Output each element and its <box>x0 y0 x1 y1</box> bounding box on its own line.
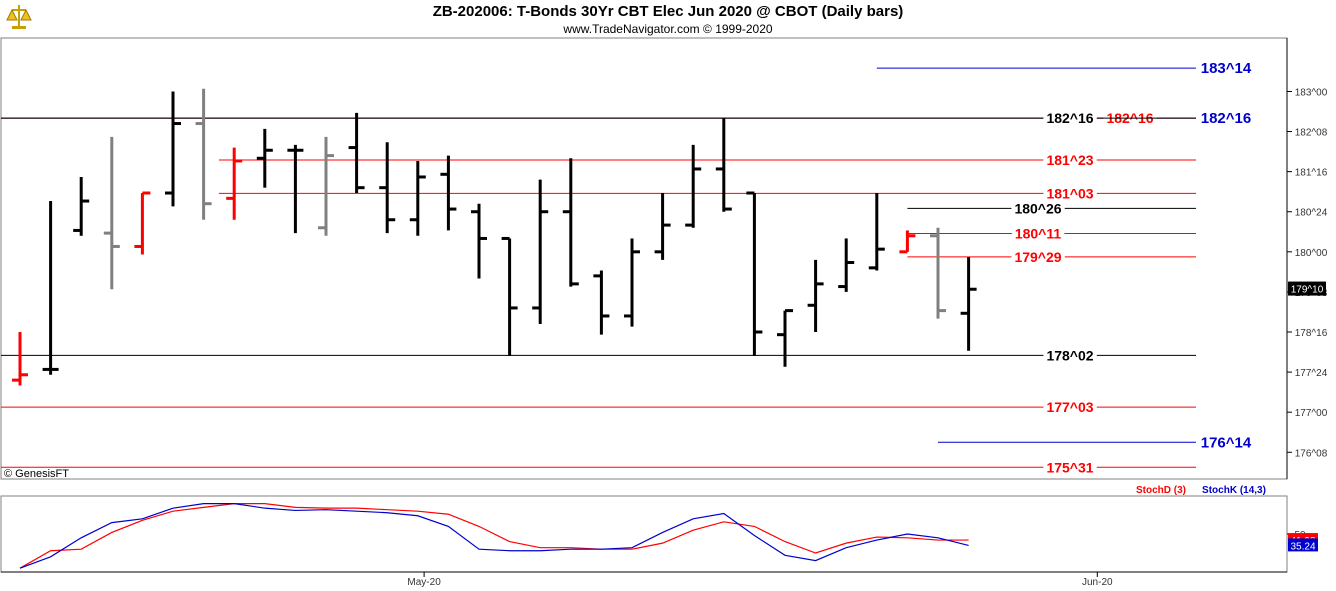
level-label-bg <box>1043 347 1097 364</box>
price-tick-label-0: 183^00 <box>1295 87 1328 98</box>
ohlc-bar-16 <box>501 236 518 357</box>
price-tick-label-4: 180^00 <box>1295 248 1328 259</box>
ohlc-bar-0 <box>12 332 28 386</box>
ohlc-bar-9 <box>287 144 304 234</box>
level-label-0: 183^14 <box>1201 60 1252 77</box>
stoch-series-0 <box>19 503 969 569</box>
ohlc-bar-21 <box>654 193 671 260</box>
horizontal-levels: 183^14182^16182^16182^16181^23181^03180^… <box>1 60 1255 476</box>
ohlc-bar-12 <box>379 142 396 234</box>
ohlc-bar-25 <box>777 309 793 367</box>
stoch-series-1 <box>19 503 969 569</box>
level-label-7: 180^11 <box>1015 225 1062 241</box>
legend-stochk: StochK (14,3) <box>1202 485 1266 496</box>
ohlc-bar-7 <box>226 147 243 220</box>
ohlc-bar-23 <box>715 118 732 212</box>
level-label-bg <box>1011 200 1065 217</box>
ohlc-bar-24 <box>746 191 763 357</box>
date-tick-label-1: Jun-20 <box>1082 577 1113 588</box>
level-label-bg <box>1011 248 1065 265</box>
level-label-bg <box>1043 399 1097 416</box>
ohlc-bar-26 <box>807 259 824 332</box>
level-label-bg <box>1043 151 1097 168</box>
ohlc-bar-28 <box>868 193 885 271</box>
ohlc-bar-27 <box>838 238 855 292</box>
level-label-11: 176^14 <box>1201 434 1252 451</box>
ohlc-bar-18 <box>562 158 579 287</box>
date-axis: May-20 Jun-20 <box>407 572 1113 588</box>
price-tick-label-9: 176^08 <box>1295 448 1328 459</box>
last-price-box <box>1288 281 1326 296</box>
level-label-1: 182^16 <box>1201 110 1251 127</box>
stochastic-lines: 5041.9835.24 <box>19 503 1318 569</box>
oscillator-panel-border <box>0 495 1288 573</box>
level-label-bg <box>1197 110 1255 128</box>
level-label-5: 181^03 <box>1046 185 1093 201</box>
ohlc-bar-30 <box>930 227 946 319</box>
osc-last-box-1 <box>1288 538 1318 552</box>
last-price-label: 179^10 <box>1291 285 1324 296</box>
ohlc-bar-6 <box>195 88 212 220</box>
trade-navigator-logo-icon <box>6 5 32 29</box>
ohlc-bar-2 <box>73 176 90 236</box>
level-label-6: 180^26 <box>1014 200 1061 216</box>
price-axis: 183^00182^08181^16180^24180^00179^08178^… <box>1287 87 1328 459</box>
ohlc-bar-17 <box>532 179 549 324</box>
ohlc-bar-8 <box>256 128 273 188</box>
price-tick-label-1: 182^08 <box>1295 128 1328 139</box>
ohlc-bar-22 <box>685 144 702 228</box>
price-bars <box>12 88 977 386</box>
price-tick-label-8: 177^00 <box>1295 408 1328 419</box>
level-label-bg <box>1197 60 1255 78</box>
price-tick-label-6: 178^16 <box>1295 328 1328 339</box>
level-label-bg <box>1011 225 1065 242</box>
ohlc-bar-3 <box>103 136 120 290</box>
stochastic-legend: StochD (3) StochK (14,3) <box>1136 485 1266 496</box>
ohlc-bar-4 <box>134 191 151 255</box>
ohlc-bar-31 <box>960 257 977 351</box>
ohlc-bar-15 <box>471 203 487 279</box>
ohlc-bar-5 <box>165 91 181 207</box>
level-label-4: 181^23 <box>1046 152 1093 168</box>
level-label-10: 177^03 <box>1046 399 1093 415</box>
ohlc-bar-20 <box>624 238 640 327</box>
level-label-9: 178^02 <box>1046 347 1093 363</box>
last-price-marker: 179^10 <box>1288 281 1326 296</box>
copyright-text: © GenesisFT <box>4 468 69 480</box>
level-label-12: 175^31 <box>1046 459 1093 475</box>
level-label-bg <box>1043 459 1097 476</box>
level-label-3: 182^16 <box>1046 110 1093 126</box>
date-tick-label-0: May-20 <box>407 577 441 588</box>
ohlc-bar-13 <box>409 160 426 236</box>
ohlc-bar-29 <box>899 230 916 254</box>
level-label-bg <box>1043 110 1097 127</box>
price-tick-label-7: 177^24 <box>1295 368 1328 379</box>
chart-title: ZB-202006: T-Bonds 30Yr CBT Elec Jun 202… <box>432 3 904 20</box>
ohlc-bar-11 <box>348 112 365 194</box>
level-label-bg <box>1197 434 1255 452</box>
ohlc-bar-1 <box>42 201 59 375</box>
ohlc-bar-14 <box>440 155 457 231</box>
chart-subtitle: www.TradeNavigator.com © 1999-2020 <box>563 22 773 36</box>
osc-last-label-1: 35.24 <box>1290 541 1315 552</box>
ohlc-bar-19 <box>593 270 610 335</box>
price-tick-label-3: 180^24 <box>1295 208 1328 219</box>
level-label-bg <box>1043 185 1097 202</box>
price-tick-label-2: 181^16 <box>1295 168 1328 179</box>
legend-stochd: StochD (3) <box>1136 485 1186 496</box>
level-label-8: 179^29 <box>1014 249 1061 265</box>
ohlc-bar-10 <box>318 136 334 236</box>
